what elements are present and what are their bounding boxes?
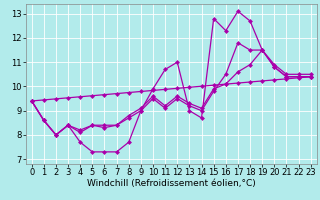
X-axis label: Windchill (Refroidissement éolien,°C): Windchill (Refroidissement éolien,°C)	[87, 179, 256, 188]
